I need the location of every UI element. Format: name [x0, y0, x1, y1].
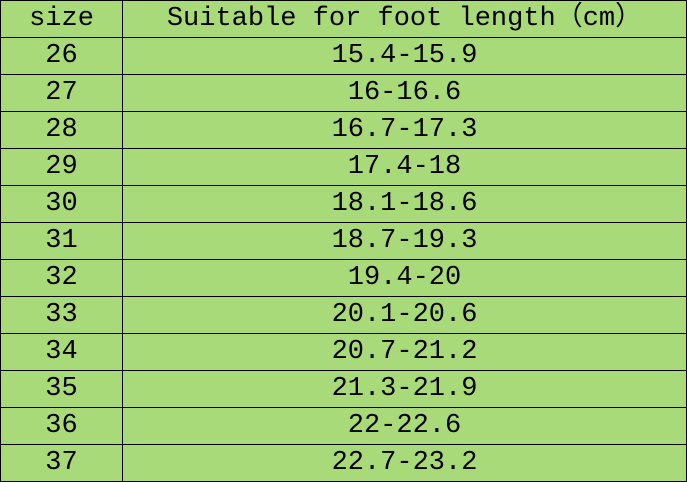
length-cell: 20.1-20.6: [122, 296, 687, 334]
table-row: 29 17.4-18: [0, 148, 687, 186]
length-cell: 15.4-15.9: [122, 37, 687, 75]
length-cell: 16.7-17.3: [122, 111, 687, 149]
length-cell: 18.7-19.3: [122, 222, 687, 260]
size-cell: 32: [0, 259, 123, 297]
header-cell: Suitable for foot length（cm）: [122, 0, 687, 38]
table-row: 37 22.7-23.2: [0, 444, 687, 482]
size-cell: 27: [0, 74, 123, 112]
size-cell: 29: [0, 148, 123, 186]
length-cell: 21.3-21.9: [122, 370, 687, 408]
length-cell: 17.4-18: [122, 148, 687, 186]
size-cell: 37: [0, 444, 123, 482]
length-cell: 22-22.6: [122, 407, 687, 445]
size-cell: 34: [0, 333, 123, 371]
header-cell: size: [0, 0, 123, 38]
header-row: size Suitable for foot length（cm）: [0, 0, 687, 38]
size-cell: 28: [0, 111, 123, 149]
size-cell: 33: [0, 296, 123, 334]
length-cell: 22.7-23.2: [122, 444, 687, 482]
table-row: 36 22-22.6: [0, 407, 687, 445]
table-row: 27 16-16.6: [0, 74, 687, 112]
size-cell: 30: [0, 185, 123, 223]
table-body: 26 15.4-15.9 27 16-16.6 28 16.7-17.3 29 17.4-18…: [0, 37, 687, 482]
size-cell: 31: [0, 222, 123, 260]
table-row: 26 15.4-15.9: [0, 37, 687, 75]
table-row: 28 16.7-17.3: [0, 111, 687, 149]
table-row: 32 19.4-20: [0, 259, 687, 297]
table-row: 35 21.3-21.9: [0, 370, 687, 408]
table-row: 34 20.7-21.2: [0, 333, 687, 371]
length-cell: 20.7-21.2: [122, 333, 687, 371]
size-cell: 35: [0, 370, 123, 408]
size-cell: 26: [0, 37, 123, 75]
table-row: 30 18.1-18.6: [0, 185, 687, 223]
table-row: 33 20.1-20.6: [0, 296, 687, 334]
length-cell: 18.1-18.6: [122, 185, 687, 223]
length-cell: 19.4-20: [122, 259, 687, 297]
size-cell: 36: [0, 407, 123, 445]
length-cell: 16-16.6: [122, 74, 687, 112]
table-row: 31 18.7-19.3: [0, 222, 687, 260]
